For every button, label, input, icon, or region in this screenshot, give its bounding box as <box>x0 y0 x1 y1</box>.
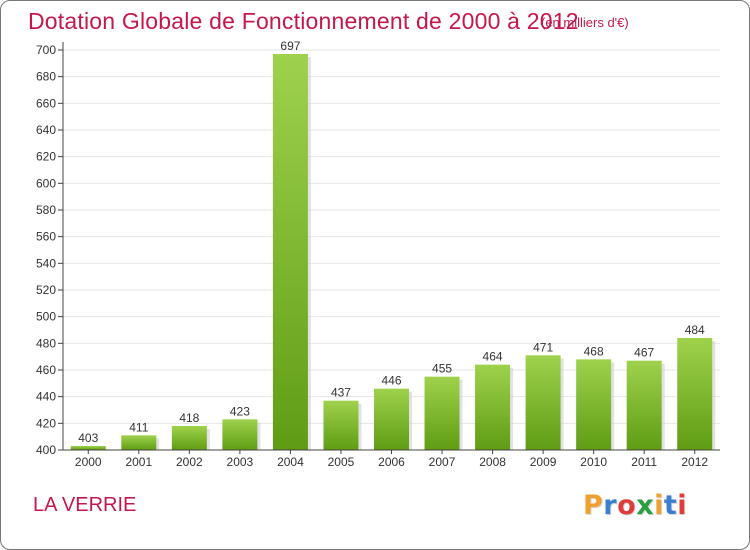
bar <box>525 355 561 450</box>
x-tick-label: 2010 <box>580 455 607 469</box>
y-tick-label: 520 <box>36 283 56 297</box>
y-tick-label: 580 <box>36 203 56 217</box>
bar-value-label: 467 <box>634 346 654 360</box>
x-tick-label: 2003 <box>227 455 254 469</box>
chart-unit-label: (en milliers d'€) <box>541 15 629 30</box>
bars <box>70 54 716 450</box>
logo-letter: t <box>663 490 678 521</box>
y-tick-label: 700 <box>36 43 56 57</box>
y-tick-label: 440 <box>36 390 56 404</box>
x-tick-label: 2011 <box>631 455 657 469</box>
x-tick-label: 2009 <box>530 455 557 469</box>
y-tick-label: 560 <box>36 230 56 244</box>
bar <box>323 400 359 450</box>
y-tick-label: 540 <box>36 256 56 270</box>
commune-name: LA VERRIE <box>33 494 137 516</box>
bar-value-label: 697 <box>280 39 300 53</box>
logo-letter: P <box>583 490 604 521</box>
x-tick-label: 2001 <box>125 455 152 469</box>
bar-value-label: 418 <box>179 411 199 425</box>
bar <box>171 426 207 450</box>
x-tick-label: 2004 <box>277 455 304 469</box>
bar-value-label: 423 <box>230 404 250 418</box>
bar-value-label: 446 <box>381 374 401 388</box>
logo-letter: x <box>636 490 655 521</box>
bar <box>121 435 157 450</box>
bar <box>424 376 460 450</box>
bar-value-label: 484 <box>685 323 705 337</box>
x-tick-label: 2007 <box>429 455 456 469</box>
logo-letter: o <box>617 490 637 521</box>
bar <box>222 419 258 450</box>
logo-letter: i <box>677 490 688 521</box>
bar-value-label: 471 <box>533 340 553 354</box>
bar <box>677 338 713 450</box>
y-tick-label: 480 <box>36 336 56 350</box>
logo-letter: i <box>654 490 664 521</box>
bar <box>70 446 106 450</box>
grid-lines <box>63 49 720 424</box>
y-tick-label: 620 <box>36 150 56 164</box>
x-tick-label: 2000 <box>75 455 102 469</box>
bar-value-label: 411 <box>129 420 148 434</box>
proxiti-logo[interactable]: Proxiti <box>583 490 687 521</box>
bar <box>475 364 511 450</box>
bar-value-label: 464 <box>483 350 503 364</box>
x-tick-label: 2012 <box>681 455 708 469</box>
x-tick-label: 2006 <box>378 455 405 469</box>
bar <box>272 54 308 450</box>
labels: 400 420 440 460 480 500 520 540 560 580 600 620 640 6… <box>36 39 708 469</box>
bar-value-label: 455 <box>432 362 452 376</box>
bar-value-label: 437 <box>331 386 351 400</box>
chart-title: Dotation Globale de Fonctionnement de 20… <box>28 8 579 34</box>
x-tick-label: 2002 <box>176 455 203 469</box>
y-tick-label: 400 <box>36 443 56 457</box>
y-tick-label: 640 <box>36 123 56 137</box>
y-tick-label: 500 <box>36 310 56 324</box>
y-tick-label: 680 <box>36 70 56 84</box>
y-tick-label: 600 <box>36 176 56 190</box>
x-tick-label: 2008 <box>479 455 506 469</box>
logo-letter: r <box>603 490 618 521</box>
bar-value-label: 403 <box>78 431 98 445</box>
y-tick-label: 660 <box>36 96 56 110</box>
x-tick-label: 2005 <box>328 455 355 469</box>
bar <box>576 359 612 450</box>
y-tick-label: 460 <box>36 363 56 377</box>
bar <box>374 388 409 450</box>
y-tick-label: 420 <box>36 416 56 430</box>
bar-value-label: 468 <box>584 344 604 358</box>
axes <box>58 42 720 454</box>
bar <box>626 360 662 450</box>
